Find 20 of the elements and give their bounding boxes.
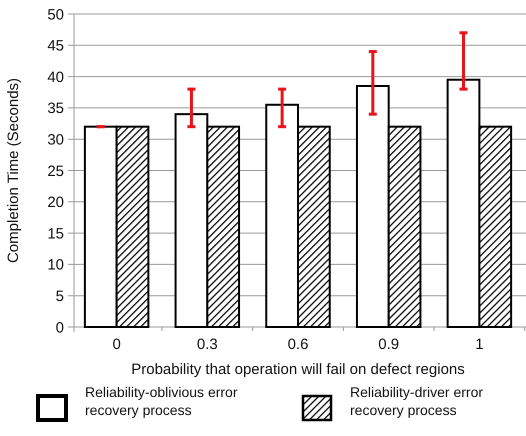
y-tick-label: 15: [47, 225, 64, 242]
legend-label: Reliability-oblivious error recovery process: [85, 384, 238, 418]
y-tick-label: 30: [47, 131, 64, 148]
x-axis-title: Probability that operation will fail on defect regions: [131, 361, 465, 378]
y-tick-label: 50: [47, 6, 64, 24]
y-tick-label: 0: [56, 319, 64, 336]
y-tick-label: 20: [47, 194, 64, 212]
y-tick-label: 40: [47, 68, 64, 86]
y-tick-label: 10: [47, 256, 64, 274]
y-tick-label: 25: [47, 162, 64, 180]
x-tick-label: 0.3: [196, 336, 218, 353]
x-tick-label: 1: [475, 336, 484, 353]
y-tick-label: 35: [47, 100, 64, 118]
y-axis-title: Completion Time (Seconds): [5, 78, 22, 264]
x-tick-label: 0.9: [378, 336, 400, 353]
x-tick-label: 0.6: [288, 336, 308, 353]
x-tick-label: 0: [112, 336, 121, 353]
y-tick-label: 5: [56, 288, 64, 305]
legend-label: Reliability-driver error recovery process: [350, 384, 484, 418]
y-tick-label: 45: [47, 38, 64, 55]
